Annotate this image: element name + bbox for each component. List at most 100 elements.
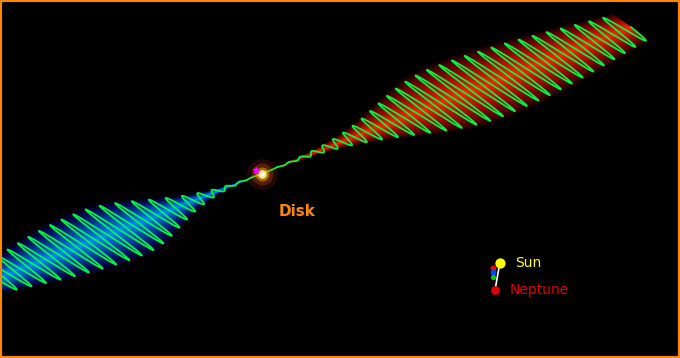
- Polygon shape: [262, 15, 649, 174]
- Polygon shape: [0, 174, 262, 292]
- Polygon shape: [0, 174, 262, 292]
- Polygon shape: [262, 25, 634, 174]
- Polygon shape: [262, 22, 639, 174]
- Polygon shape: [0, 174, 262, 293]
- Polygon shape: [262, 26, 633, 174]
- Polygon shape: [0, 174, 262, 285]
- Polygon shape: [262, 16, 647, 174]
- Polygon shape: [262, 26, 632, 174]
- Polygon shape: [262, 15, 648, 174]
- Polygon shape: [0, 174, 262, 285]
- Polygon shape: [0, 174, 262, 292]
- Point: [490, 287, 500, 293]
- Polygon shape: [0, 174, 262, 282]
- Polygon shape: [262, 23, 638, 174]
- Polygon shape: [0, 174, 262, 287]
- Polygon shape: [0, 174, 262, 286]
- Point: [487, 265, 498, 271]
- Polygon shape: [0, 174, 262, 282]
- Polygon shape: [262, 23, 636, 174]
- Polygon shape: [0, 174, 262, 287]
- Polygon shape: [0, 174, 262, 285]
- Polygon shape: [262, 18, 644, 174]
- Polygon shape: [262, 23, 637, 174]
- Polygon shape: [0, 174, 262, 290]
- Polygon shape: [262, 21, 639, 174]
- Polygon shape: [262, 14, 650, 174]
- Polygon shape: [262, 20, 641, 174]
- Polygon shape: [262, 24, 636, 174]
- Polygon shape: [0, 174, 262, 286]
- Polygon shape: [0, 174, 262, 284]
- Polygon shape: [262, 17, 645, 174]
- Polygon shape: [262, 18, 645, 174]
- Polygon shape: [0, 174, 262, 289]
- Polygon shape: [262, 19, 643, 174]
- Polygon shape: [0, 174, 262, 292]
- Polygon shape: [262, 26, 633, 174]
- Polygon shape: [262, 23, 638, 174]
- Polygon shape: [0, 174, 262, 284]
- Polygon shape: [262, 18, 645, 174]
- Polygon shape: [262, 24, 635, 174]
- Polygon shape: [262, 24, 635, 174]
- Polygon shape: [262, 20, 641, 174]
- Polygon shape: [262, 16, 647, 174]
- Polygon shape: [0, 174, 262, 286]
- Polygon shape: [0, 174, 262, 284]
- Polygon shape: [262, 20, 642, 174]
- Polygon shape: [0, 174, 262, 286]
- Polygon shape: [262, 16, 647, 174]
- Polygon shape: [0, 174, 262, 292]
- Polygon shape: [0, 174, 262, 287]
- Polygon shape: [0, 174, 262, 283]
- Polygon shape: [262, 17, 645, 174]
- Polygon shape: [0, 174, 262, 284]
- Polygon shape: [262, 24, 636, 174]
- Polygon shape: [262, 23, 637, 174]
- Polygon shape: [262, 27, 631, 174]
- Point: [256, 171, 267, 176]
- Polygon shape: [262, 15, 648, 174]
- Polygon shape: [0, 174, 262, 291]
- Polygon shape: [0, 174, 262, 287]
- Polygon shape: [262, 19, 642, 174]
- Polygon shape: [0, 174, 262, 289]
- Polygon shape: [0, 174, 262, 289]
- Polygon shape: [262, 19, 643, 174]
- Polygon shape: [0, 174, 262, 282]
- Polygon shape: [0, 174, 262, 282]
- Point: [494, 260, 505, 266]
- Polygon shape: [0, 174, 262, 294]
- Polygon shape: [0, 174, 262, 292]
- Point: [256, 171, 267, 176]
- Polygon shape: [0, 174, 262, 291]
- Polygon shape: [262, 17, 645, 174]
- Polygon shape: [262, 17, 646, 174]
- Polygon shape: [0, 174, 262, 283]
- Polygon shape: [262, 20, 641, 174]
- Text: Neptune: Neptune: [510, 283, 569, 297]
- Polygon shape: [262, 20, 642, 174]
- Point: [487, 274, 498, 280]
- Polygon shape: [262, 14, 649, 174]
- Polygon shape: [262, 22, 639, 174]
- Point: [487, 270, 498, 275]
- Polygon shape: [0, 174, 262, 293]
- Polygon shape: [0, 174, 262, 292]
- Polygon shape: [262, 21, 641, 174]
- Polygon shape: [262, 14, 650, 174]
- Polygon shape: [262, 25, 634, 174]
- Polygon shape: [0, 174, 262, 289]
- Polygon shape: [0, 174, 262, 285]
- Text: Sun: Sun: [515, 256, 541, 270]
- Polygon shape: [262, 26, 633, 174]
- Polygon shape: [262, 14, 649, 174]
- Polygon shape: [0, 174, 262, 281]
- Polygon shape: [262, 15, 648, 174]
- Polygon shape: [0, 174, 262, 282]
- Polygon shape: [262, 18, 645, 174]
- Polygon shape: [0, 174, 262, 287]
- Polygon shape: [262, 25, 634, 174]
- Polygon shape: [262, 21, 639, 174]
